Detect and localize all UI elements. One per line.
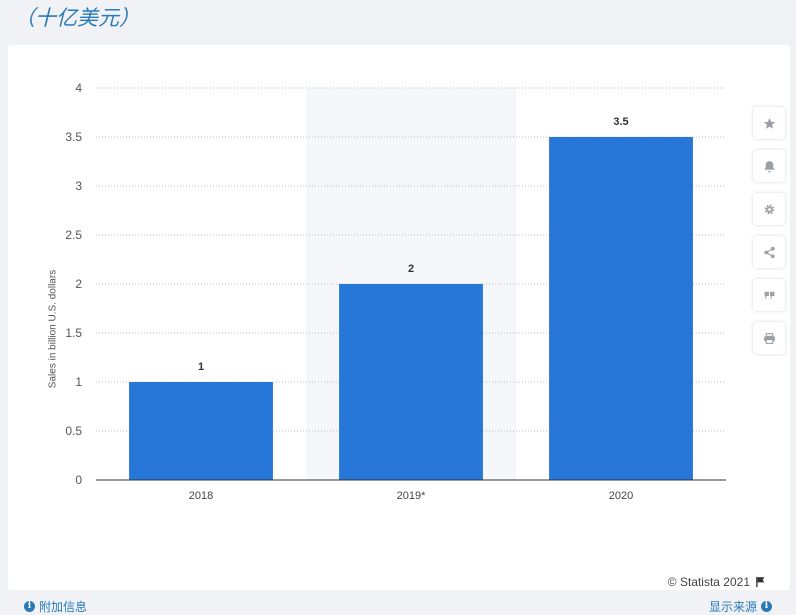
gear-icon bbox=[764, 204, 774, 214]
x-tick-label: 2020 bbox=[609, 490, 633, 502]
print-button[interactable] bbox=[753, 322, 785, 354]
x-tick-label: 2018 bbox=[189, 490, 213, 502]
share-button[interactable] bbox=[753, 236, 785, 268]
data-label: 3.5 bbox=[613, 116, 628, 128]
statista-credit[interactable]: © Statista 2021 bbox=[668, 575, 766, 589]
bar-chart: 0 0.5 1 1.5 2 2.5 3 3.5 4 1 2018 2 2019* 3.5 2020 bbox=[65, 81, 726, 502]
print-icon bbox=[763, 332, 775, 344]
y-tick-label: 1.5 bbox=[65, 326, 82, 340]
bar bbox=[339, 284, 483, 480]
show-source-label: 显示来源 bbox=[708, 600, 757, 614]
unit-header: （十亿美元） bbox=[14, 6, 140, 30]
notify-button[interactable] bbox=[753, 150, 785, 182]
additional-info-label: 附加信息 bbox=[39, 600, 88, 614]
tool-sidebar bbox=[753, 107, 785, 365]
flag-icon bbox=[756, 576, 765, 588]
y-tick-label: 1 bbox=[75, 375, 82, 389]
bell-icon bbox=[764, 160, 774, 172]
chart-card: 0 0.5 1 1.5 2 2.5 3 3.5 4 1 2018 2 2019* 3.5 2020 Sale… bbox=[8, 45, 790, 614]
y-tick-label: 2 bbox=[75, 277, 82, 291]
info-icon: i bbox=[761, 601, 772, 612]
y-tick-label: 4 bbox=[75, 81, 82, 95]
y-tick-label: 0.5 bbox=[65, 424, 82, 438]
data-label: 1 bbox=[198, 361, 204, 373]
share-icon bbox=[763, 246, 775, 258]
data-label: 2 bbox=[408, 263, 414, 275]
bar bbox=[549, 137, 693, 480]
y-tick-label: 3.5 bbox=[65, 130, 82, 144]
y-tick-label: 3 bbox=[75, 179, 82, 193]
credit-text: © Statista 2021 bbox=[667, 575, 750, 589]
y-tick-label: 2.5 bbox=[65, 228, 82, 242]
info-icon: i bbox=[24, 601, 35, 612]
x-tick-label: 2019* bbox=[397, 490, 426, 502]
quote-icon bbox=[764, 291, 774, 299]
cite-button[interactable] bbox=[753, 279, 785, 311]
y-tick-label: 0 bbox=[75, 473, 82, 487]
additional-info-link[interactable]: i 附加信息 bbox=[24, 598, 87, 615]
show-source-link[interactable]: 显示来源 i bbox=[709, 598, 772, 615]
settings-button[interactable] bbox=[753, 193, 785, 225]
bar bbox=[129, 382, 273, 480]
star-icon bbox=[763, 117, 775, 129]
favorite-button[interactable] bbox=[753, 107, 785, 139]
y-axis-title: Sales in billion U.S. dollars bbox=[47, 269, 59, 389]
